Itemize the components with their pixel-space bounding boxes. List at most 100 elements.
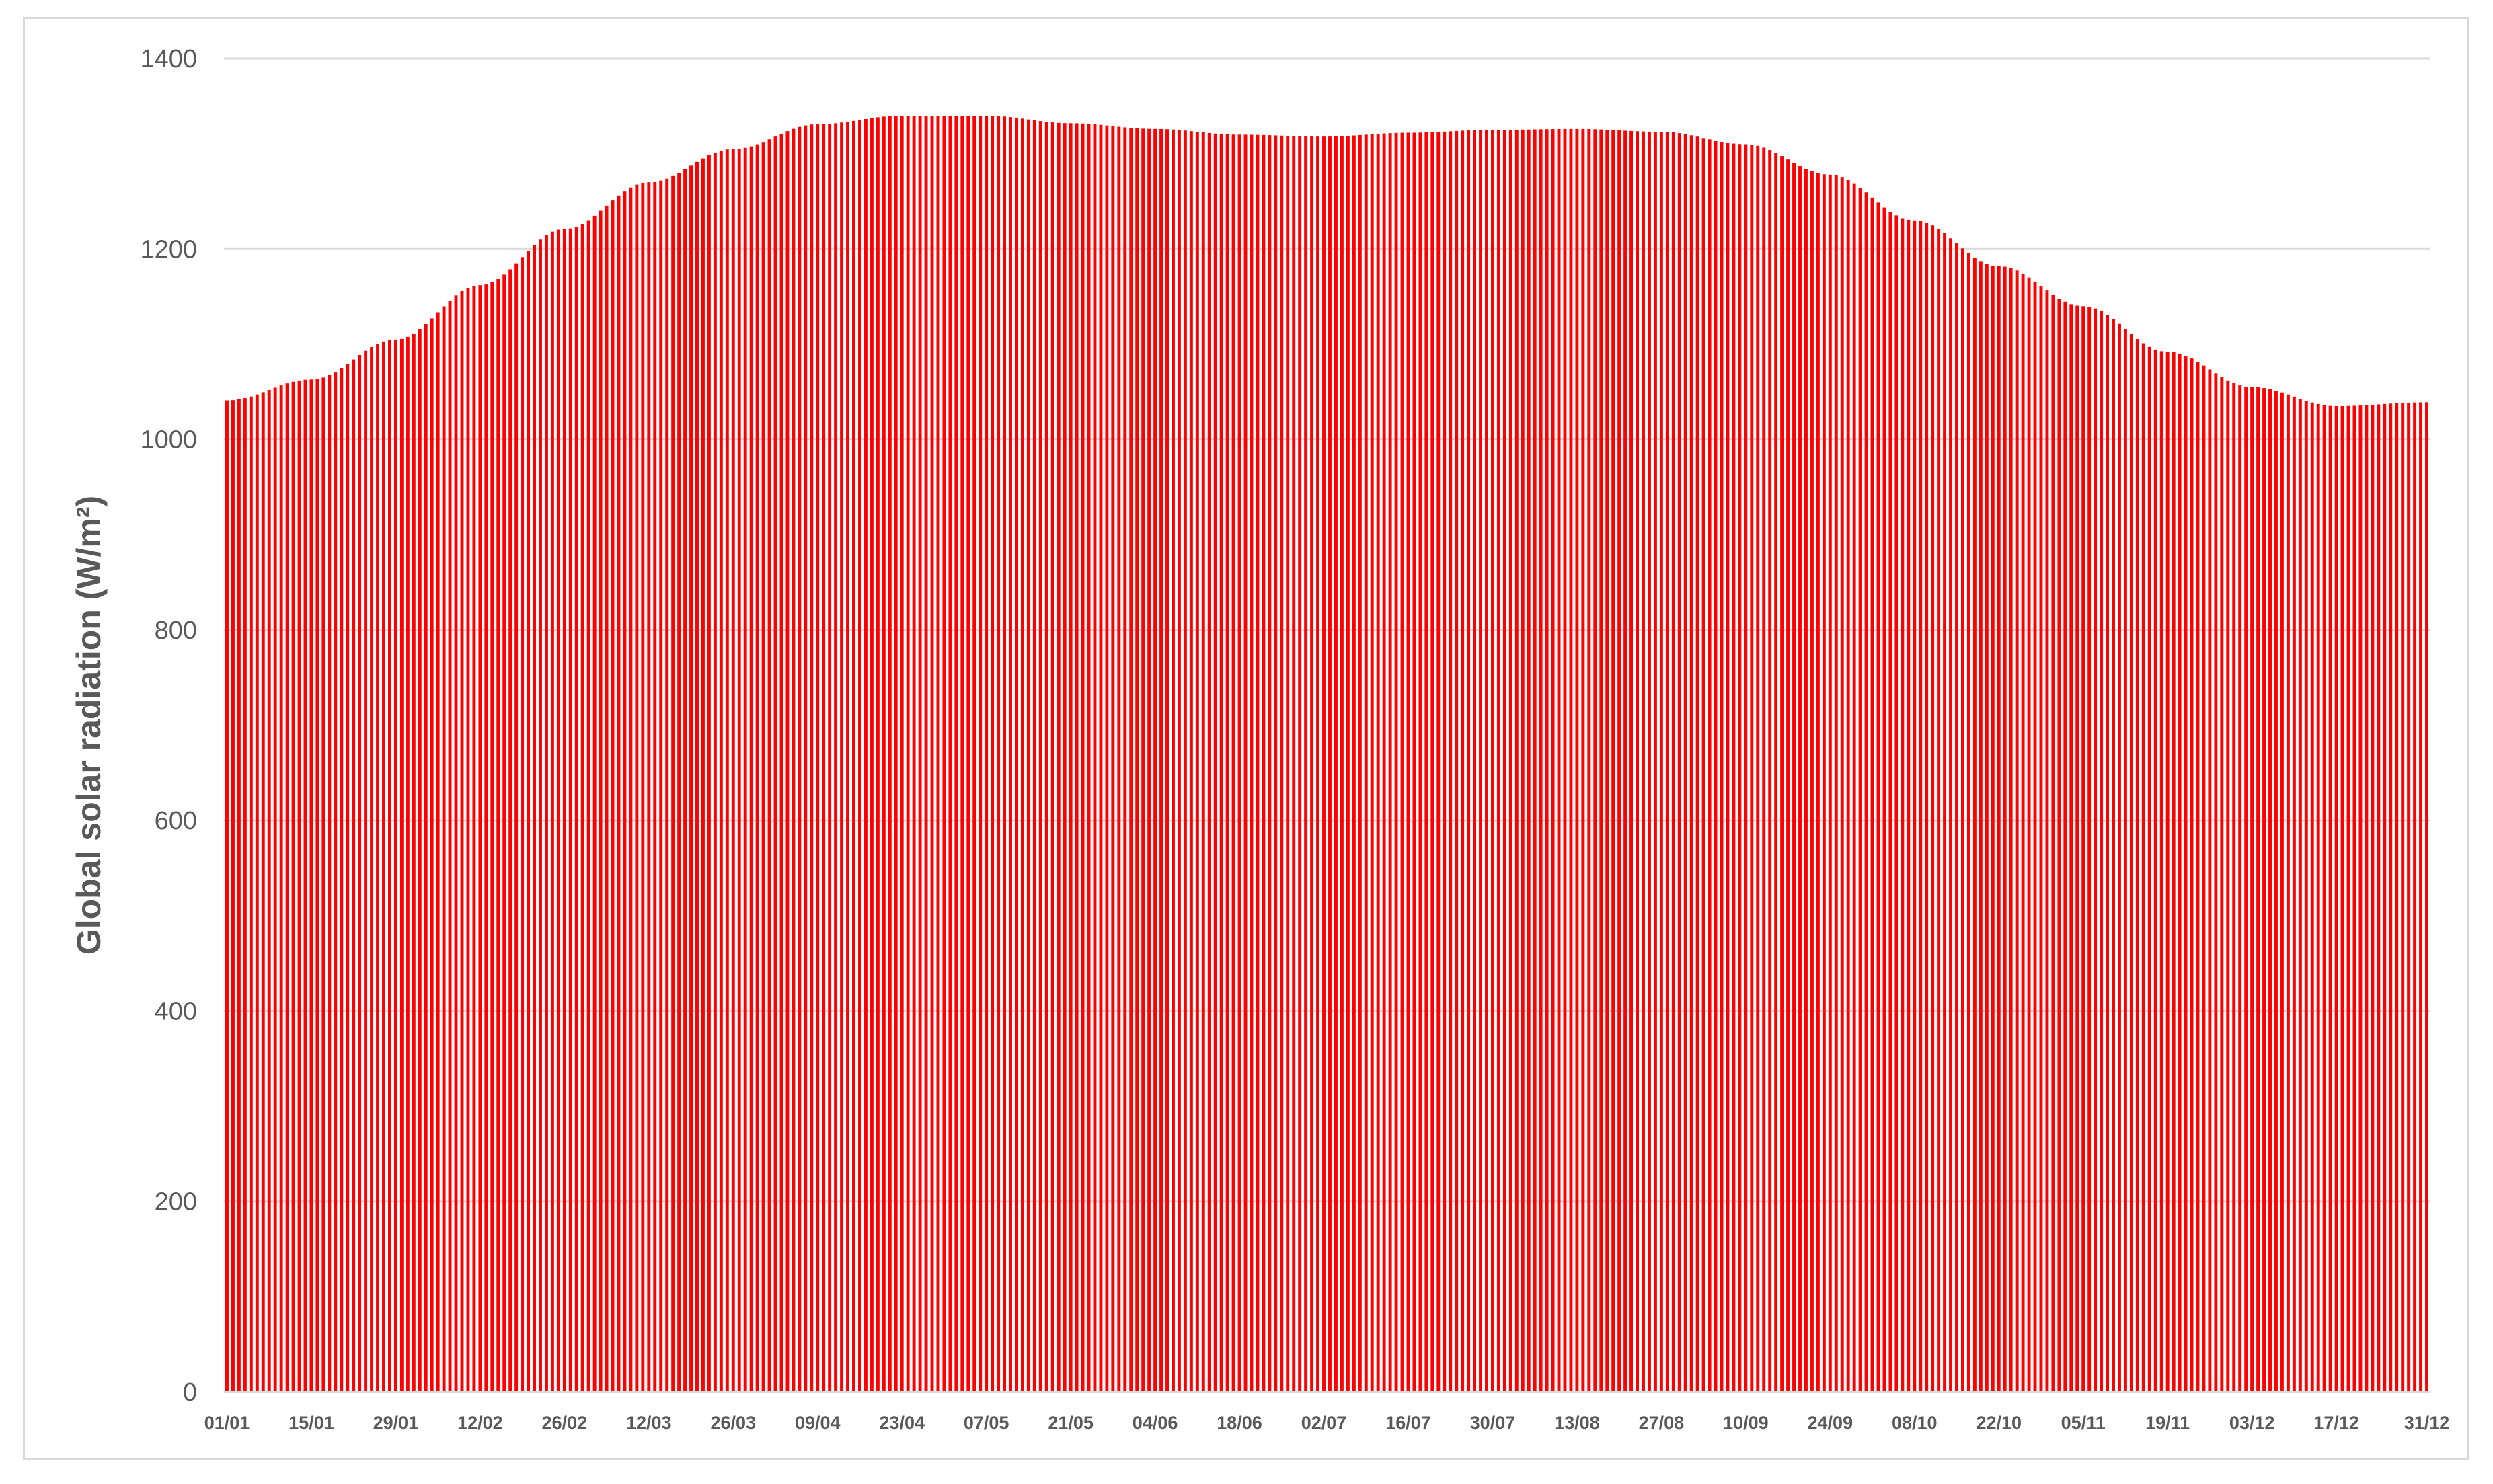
x-tick-label: 12/02 (457, 1413, 503, 1433)
bar (285, 383, 289, 1393)
bar (1985, 264, 1989, 1392)
bar (1316, 136, 1320, 1393)
bar (255, 394, 259, 1393)
bar (1653, 132, 1657, 1392)
bar (1502, 130, 1506, 1392)
x-tick-label: 19/11 (2145, 1413, 2190, 1433)
bar (1695, 136, 1699, 1393)
bar (496, 278, 500, 1392)
bar (623, 191, 627, 1393)
bar (490, 282, 494, 1393)
x-tick-label: 23/04 (879, 1413, 925, 1433)
bar (1135, 128, 1139, 1392)
bar (1032, 120, 1036, 1392)
bar (1123, 127, 1127, 1392)
bar (448, 300, 452, 1393)
bar (997, 116, 1001, 1392)
bar (1394, 132, 1398, 1392)
bar (1117, 126, 1121, 1392)
bar (237, 399, 241, 1393)
bar (1972, 257, 1977, 1393)
bar (514, 263, 519, 1392)
bar (1195, 132, 1199, 1392)
bar (1714, 141, 1718, 1392)
bar (1587, 129, 1591, 1392)
bar (1925, 223, 1929, 1392)
bar (2106, 315, 2110, 1392)
bar (592, 215, 597, 1392)
bar (1671, 132, 1675, 1393)
bar (1726, 143, 1730, 1393)
y-tick-label: 400 (155, 997, 197, 1025)
bar (858, 120, 861, 1393)
bar (2419, 402, 2423, 1392)
x-tick-labels: 01/01 15/01 29/01 12/02 26/02 12/03 26/03 09/04… (204, 1413, 2450, 1433)
bar (966, 115, 970, 1393)
bar (1400, 132, 1404, 1392)
bar (527, 251, 531, 1392)
bar (1141, 128, 1145, 1392)
bar (1075, 123, 1079, 1392)
bar (2021, 273, 2025, 1393)
x-tick-label: 26/02 (542, 1413, 588, 1433)
bar (508, 269, 512, 1393)
bar (725, 149, 729, 1393)
bar (2383, 403, 2387, 1392)
x-tick-label: 21/05 (1048, 1413, 1094, 1433)
bar (544, 235, 548, 1392)
bar (1617, 130, 1621, 1393)
bar (1563, 128, 1567, 1392)
bar (1569, 128, 1573, 1393)
bar (1346, 136, 1350, 1393)
bar (1165, 129, 1169, 1393)
bar (1382, 133, 1386, 1392)
bar (1804, 169, 1808, 1392)
bar (629, 187, 633, 1393)
bar (1768, 150, 1772, 1392)
bar (249, 396, 253, 1392)
bar (1623, 130, 1627, 1392)
bar (2220, 377, 2224, 1392)
bar (1280, 135, 1284, 1393)
bar (2129, 334, 2133, 1393)
bar (1304, 136, 1308, 1393)
bar (1020, 118, 1024, 1392)
bar (1250, 134, 1254, 1393)
bar (2112, 319, 2115, 1392)
bar (1015, 118, 1018, 1393)
bar (291, 381, 295, 1392)
bar (1557, 128, 1561, 1393)
bar (1822, 174, 1826, 1392)
bar (2159, 351, 2163, 1392)
bar (1701, 138, 1705, 1392)
bar (1527, 129, 1531, 1393)
bar (1961, 248, 1964, 1393)
bar (2322, 405, 2326, 1392)
bar (2039, 286, 2043, 1392)
bar (810, 124, 814, 1393)
bar (424, 323, 428, 1392)
bar (1858, 188, 1862, 1392)
bar (906, 115, 910, 1393)
bar (761, 142, 765, 1392)
bar (1328, 136, 1332, 1393)
bar (2075, 305, 2079, 1392)
bar (2027, 277, 2031, 1392)
bar (2214, 373, 2218, 1392)
bar (1467, 130, 1471, 1392)
bar (586, 220, 590, 1393)
bar (1485, 130, 1488, 1392)
bar (1050, 122, 1054, 1393)
bar (1780, 156, 1784, 1393)
bar (1943, 233, 1947, 1392)
bar (1828, 174, 1832, 1392)
bar (1003, 116, 1007, 1393)
bar (1026, 119, 1030, 1392)
bar (1931, 225, 1935, 1393)
bar (665, 178, 669, 1392)
bar (1418, 132, 1422, 1392)
bar (1069, 123, 1073, 1392)
y-tick-labels: 0 200 400 600 800 1000 1200 1400 (140, 45, 197, 1407)
bar (1256, 134, 1260, 1392)
x-tick-label: 07/05 (964, 1413, 1009, 1433)
